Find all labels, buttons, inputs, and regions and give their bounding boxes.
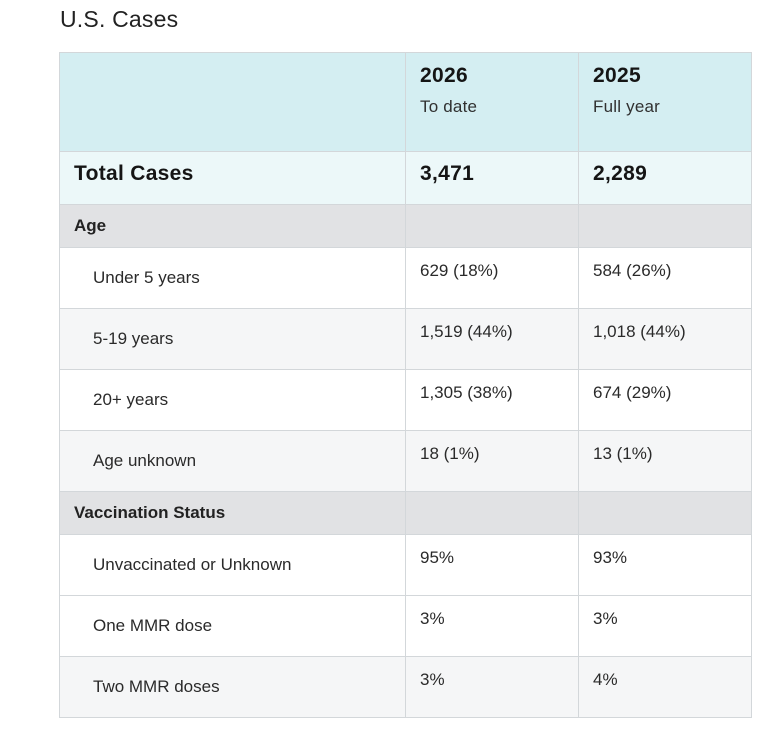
total-cases-value: 3,471 [420, 162, 475, 185]
row-value: 13 (1%) [593, 444, 653, 463]
header-col-2025: 2025 Full year [578, 52, 752, 152]
row-label: 5-19 years [93, 329, 174, 348]
row-label: Unvaccinated or Unknown [93, 555, 292, 574]
row-value: 3% [593, 609, 618, 628]
table-row: Two MMR doses 3% 4% [59, 656, 752, 718]
row-value: 629 (18%) [420, 261, 499, 280]
total-cases-value: 2,289 [593, 162, 648, 185]
row-value: 95% [420, 548, 455, 567]
table-row: Age unknown 18 (1%) 13 (1%) [59, 430, 752, 492]
page-title: U.S. Cases [60, 6, 179, 32]
section-row-age: Age [59, 204, 752, 248]
total-cases-row: Total Cases 3,471 2,289 [59, 151, 752, 205]
table-header-row: 2026 To date 2025 Full year [59, 52, 752, 152]
table-row: 5-19 years 1,519 (44%) 1,018 (44%) [59, 308, 752, 370]
row-value: 3% [420, 670, 445, 689]
row-label: Under 5 years [93, 268, 200, 287]
header-col-2026: 2026 To date [405, 52, 579, 152]
row-value: 4% [593, 670, 618, 689]
section-label: Age [74, 216, 107, 235]
column-year: 2025 [593, 64, 641, 87]
table-row: One MMR dose 3% 3% [59, 595, 752, 657]
row-value: 18 (1%) [420, 444, 480, 463]
header-empty-cell [59, 52, 406, 152]
row-value: 584 (26%) [593, 261, 672, 280]
table-row: 20+ years 1,305 (38%) 674 (29%) [59, 369, 752, 431]
row-label: Age unknown [93, 451, 197, 470]
row-value: 674 (29%) [593, 383, 672, 402]
row-value: 93% [593, 548, 628, 567]
row-label: 20+ years [93, 390, 169, 409]
row-label: Two MMR doses [93, 677, 220, 696]
row-value: 3% [420, 609, 445, 628]
table-row: Unvaccinated or Unknown 95% 93% [59, 534, 752, 596]
row-value: 1,018 (44%) [593, 322, 686, 341]
section-row-vaccination-status: Vaccination Status [59, 491, 752, 535]
section-label: Vaccination Status [74, 503, 226, 522]
column-year: 2026 [420, 64, 468, 87]
table-row: Under 5 years 629 (18%) 584 (26%) [59, 247, 752, 309]
total-cases-label: Total Cases [74, 162, 194, 185]
us-cases-table: 2026 To date 2025 Full year Total Cases … [59, 52, 752, 718]
row-value: 1,305 (38%) [420, 383, 513, 402]
row-label: One MMR dose [93, 616, 213, 635]
row-value: 1,519 (44%) [420, 322, 513, 341]
column-subtitle: To date [420, 97, 478, 116]
column-subtitle: Full year [593, 97, 660, 116]
